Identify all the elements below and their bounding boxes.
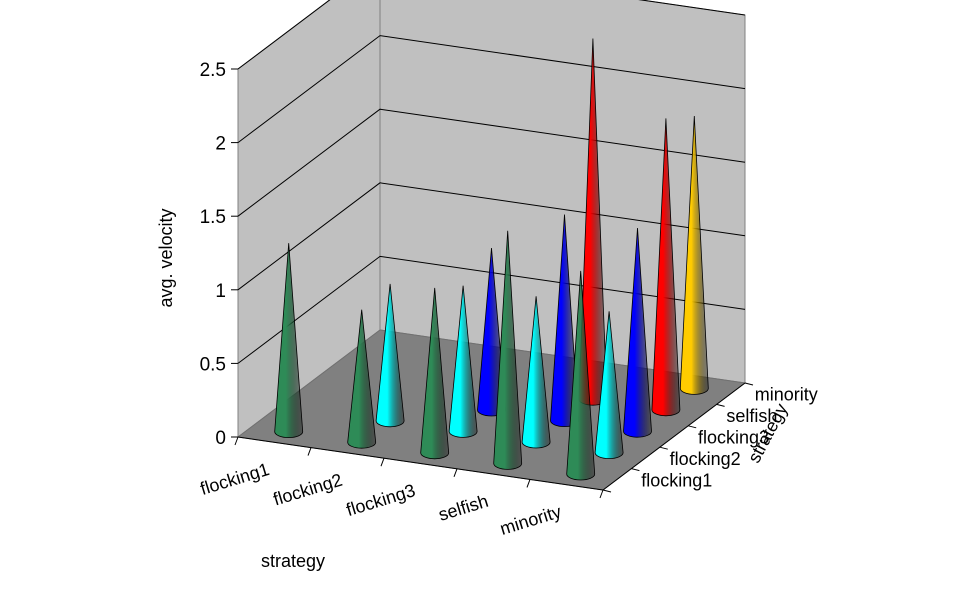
- cone-body: [594, 311, 624, 459]
- cone-body: [566, 270, 596, 481]
- y-tick-label: 1: [215, 281, 226, 302]
- x-tick-label: minority: [498, 501, 564, 539]
- cone-base: [567, 468, 595, 480]
- y-tick-label: 1.5: [200, 207, 226, 228]
- y-tick-label: 2: [215, 134, 226, 155]
- cone-body: [375, 283, 405, 428]
- x-tick-label: flocking3: [344, 480, 418, 520]
- x-tick-mark: [307, 447, 312, 456]
- depth-axis-line: [602, 382, 746, 491]
- cone-base: [275, 426, 303, 438]
- cone-body: [448, 285, 478, 438]
- cone-body: [651, 118, 681, 417]
- cone-flocking2-flocking2: [375, 283, 405, 428]
- cone-base: [652, 404, 680, 416]
- cone-base: [421, 447, 449, 459]
- x-tick-label: flocking1: [198, 459, 272, 499]
- cone-flocking3-flocking1: [420, 287, 450, 460]
- depth-tick-mark: [688, 425, 697, 429]
- y-tick-label: 0.5: [200, 354, 226, 375]
- cone-body: [420, 287, 450, 460]
- cone-base: [449, 425, 477, 437]
- depth-tick-mark: [631, 468, 640, 472]
- cone-body: [347, 309, 377, 449]
- cone-base: [595, 447, 623, 459]
- cone-base: [494, 457, 522, 469]
- x-tick-mark: [234, 436, 239, 446]
- cone-body: [493, 230, 523, 470]
- cone-minority-flocking2: [594, 311, 624, 459]
- cone-minority-selfish: [651, 118, 681, 417]
- depth-tick-label: selfish: [726, 406, 777, 426]
- cone-minority-minority: [679, 116, 709, 395]
- cone-base: [680, 382, 708, 394]
- x-tick-label: selfish: [436, 491, 491, 525]
- cone-minority-flocking3: [623, 228, 652, 438]
- gridline: [237, 108, 746, 217]
- cone-body: [623, 228, 652, 438]
- depth-tick-mark: [744, 382, 754, 386]
- cone-base: [522, 436, 550, 448]
- depth-tick-label: flocking2: [670, 449, 741, 469]
- x-tick-label: flocking2: [271, 470, 345, 510]
- depth-tick-label: minority: [755, 385, 818, 405]
- cone-body: [521, 296, 551, 449]
- cone-flocking3-flocking2: [448, 285, 478, 438]
- depth-tick-mark: [602, 489, 612, 493]
- gridline: [237, 0, 746, 70]
- gridlines: [231, 0, 754, 499]
- depth-tick-mark: [659, 446, 668, 450]
- cone-flocking1-flocking1: [274, 243, 304, 438]
- cone-base: [348, 436, 376, 448]
- depth-tick-label: flocking3: [698, 428, 769, 448]
- cone-base: [376, 415, 404, 427]
- x-axis-line: [237, 436, 604, 491]
- depth-tick-mark: [716, 403, 725, 407]
- cone-body: [274, 243, 304, 438]
- x-tick-mark: [453, 468, 458, 477]
- depth-tick-label: flocking1: [641, 470, 712, 490]
- x-tick-mark: [526, 479, 531, 488]
- gridline: [237, 35, 746, 143]
- cone-base: [624, 425, 652, 437]
- gridline: [237, 182, 746, 291]
- cone-minority-flocking1: [566, 270, 596, 481]
- cone-marks: [274, 38, 709, 481]
- x-axis-title: strategy: [261, 551, 325, 571]
- y-tick-label: 0: [215, 428, 226, 449]
- y-axis-title: avg. velocity: [156, 208, 176, 307]
- x-tick-mark: [599, 489, 604, 499]
- y-tick-label: 2.5: [200, 60, 226, 81]
- cone-selfish-flocking2: [521, 296, 551, 449]
- cone-body: [679, 116, 709, 395]
- cone-flocking2-flocking1: [347, 309, 377, 449]
- x-tick-mark: [380, 458, 385, 467]
- cone-selfish-flocking1: [493, 230, 523, 470]
